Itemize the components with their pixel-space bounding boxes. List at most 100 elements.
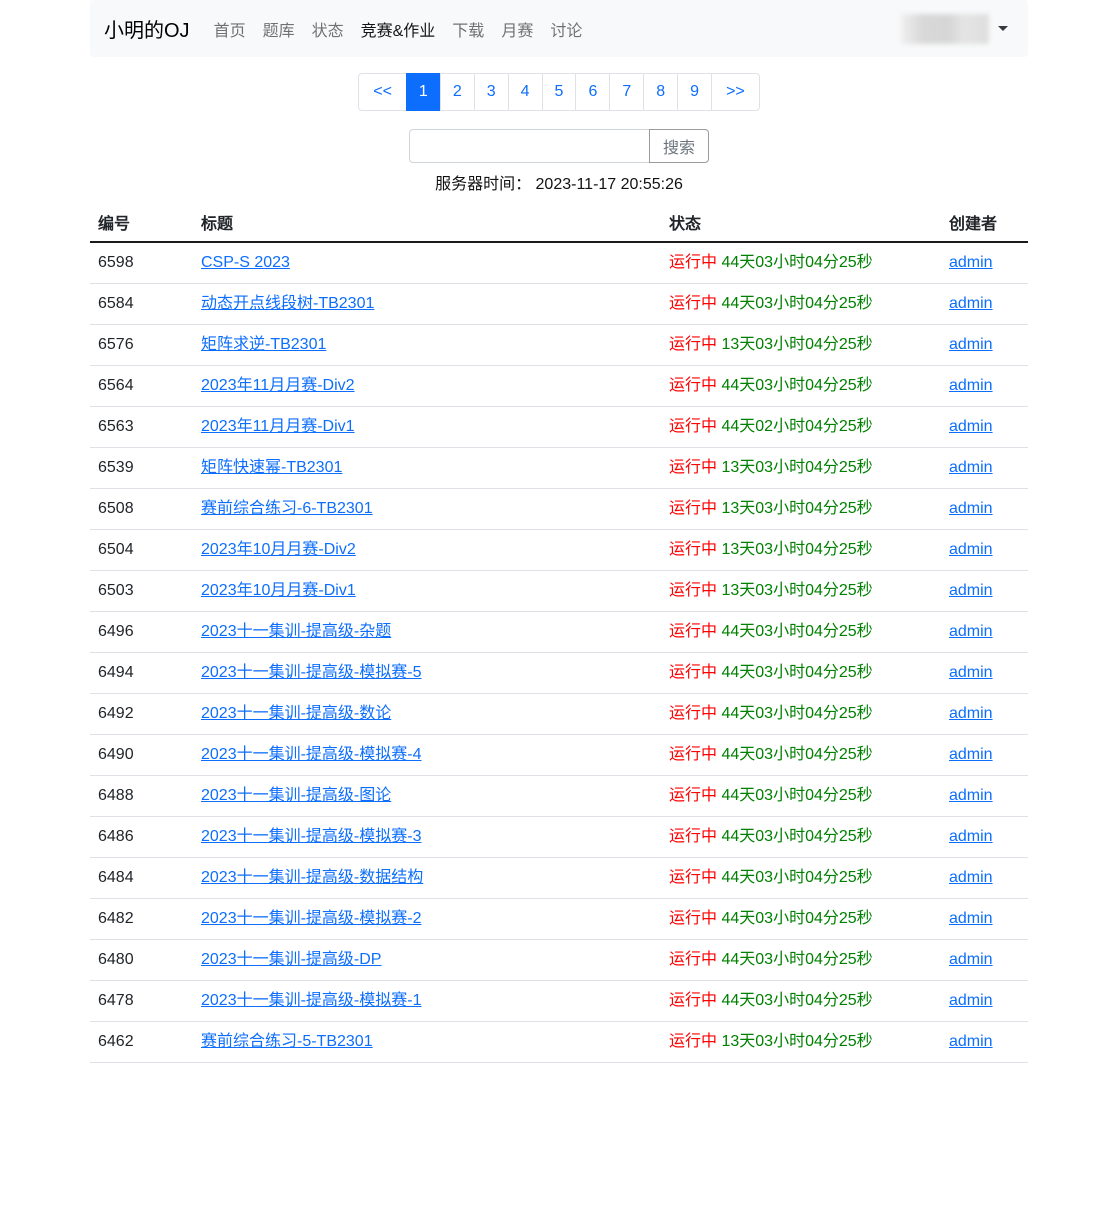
creator-cell: admin: [941, 283, 1028, 325]
contest-id: 6508: [90, 488, 193, 530]
contest-title-link[interactable]: 2023十一集训-提高级-数据结构: [201, 869, 424, 886]
contest-id: 6496: [90, 611, 193, 653]
creator-link[interactable]: admin: [949, 787, 993, 804]
creator-link[interactable]: admin: [949, 377, 993, 394]
contest-title-link[interactable]: 2023年10月月赛-Div1: [201, 582, 356, 599]
contest-title-link[interactable]: CSP-S 2023: [201, 254, 290, 271]
creator-link[interactable]: admin: [949, 459, 993, 476]
page-button[interactable]: 3: [473, 73, 509, 111]
status-text: 运行中: [669, 951, 718, 968]
creator-link[interactable]: admin: [949, 295, 993, 312]
contest-title-link[interactable]: 2023十一集训-提高级-模拟赛-5: [201, 664, 422, 681]
creator-link[interactable]: admin: [949, 418, 993, 435]
creator-link[interactable]: admin: [949, 541, 993, 558]
page-button[interactable]: 2: [439, 73, 475, 111]
page-button[interactable]: <<: [358, 73, 407, 111]
creator-link[interactable]: admin: [949, 623, 993, 640]
contest-title-link[interactable]: 2023十一集训-提高级-DP: [201, 951, 382, 968]
contest-title-link[interactable]: 2023十一集训-提高级-数论: [201, 705, 392, 722]
status-cell: 运行中 44天03小时04分25秒: [661, 857, 941, 899]
user-menu-toggle[interactable]: [901, 13, 1014, 44]
brand-link[interactable]: 小明的OJ: [104, 20, 190, 42]
contest-id: 6482: [90, 898, 193, 940]
status-cell: 运行中 44天03小时04分25秒: [661, 980, 941, 1022]
nav-item[interactable]: 状态: [311, 22, 344, 40]
contest-title-cell: 2023年11月月赛-Div2: [193, 365, 661, 407]
nav-item[interactable]: 月赛: [501, 22, 534, 40]
remaining-time: 13天03小时04分25秒: [721, 459, 873, 476]
page-button[interactable]: 4: [507, 73, 543, 111]
creator-cell: admin: [941, 980, 1028, 1022]
creator-cell: admin: [941, 693, 1028, 735]
page-button[interactable]: 8: [643, 73, 679, 111]
contest-id: 6503: [90, 570, 193, 612]
contest-title-link[interactable]: 2023年10月月赛-Div2: [201, 541, 356, 558]
contest-id: 6564: [90, 365, 193, 407]
creator-link[interactable]: admin: [949, 582, 993, 599]
contest-title-cell: 矩阵求逆-TB2301: [193, 324, 661, 366]
status-cell: 运行中 13天03小时04分25秒: [661, 488, 941, 530]
contest-title-link[interactable]: 2023十一集训-提高级-模拟赛-3: [201, 828, 422, 845]
table-row: 6584 动态开点线段树-TB2301 运行中 44天03小时04分25秒 ad…: [90, 283, 1028, 325]
creator-link[interactable]: admin: [949, 336, 993, 353]
creator-link[interactable]: admin: [949, 705, 993, 722]
creator-cell: admin: [941, 816, 1028, 858]
remaining-time: 13天03小时04分25秒: [721, 500, 873, 517]
creator-link[interactable]: admin: [949, 992, 993, 1009]
contest-title-link[interactable]: 2023十一集训-提高级-图论: [201, 787, 392, 804]
contest-id: 6490: [90, 734, 193, 776]
table-row: 6486 2023十一集训-提高级-模拟赛-3 运行中 44天03小时04分25…: [90, 816, 1028, 858]
contest-title-link[interactable]: 2023年11月月赛-Div2: [201, 377, 355, 394]
remaining-time: 44天03小时04分25秒: [721, 992, 873, 1009]
page-button[interactable]: 9: [677, 73, 713, 111]
creator-link[interactable]: admin: [949, 746, 993, 763]
status-cell: 运行中 13天03小时04分25秒: [661, 324, 941, 366]
nav-item[interactable]: 题库: [262, 22, 295, 40]
col-header-creator: 创建者: [941, 209, 1028, 243]
contest-title-link[interactable]: 赛前综合练习-5-TB2301: [201, 1033, 373, 1050]
search-button[interactable]: 搜索: [648, 129, 709, 163]
contest-title-link[interactable]: 2023十一集训-提高级-模拟赛-4: [201, 746, 422, 763]
contest-title-link[interactable]: 2023十一集训-提高级-杂题: [201, 623, 392, 640]
contest-id: 6494: [90, 652, 193, 694]
creator-link[interactable]: admin: [949, 664, 993, 681]
page-button[interactable]: 1: [405, 73, 441, 111]
contest-title-link[interactable]: 赛前综合练习-6-TB2301: [201, 500, 373, 517]
contest-title-link[interactable]: 矩阵快速幂-TB2301: [201, 459, 343, 476]
page-button[interactable]: >>: [711, 73, 760, 111]
nav-item[interactable]: 讨论: [550, 22, 583, 40]
creator-link[interactable]: admin: [949, 869, 993, 886]
creator-cell: admin: [941, 939, 1028, 981]
table-row: 6492 2023十一集训-提高级-数论 运行中 44天03小时04分25秒 a…: [90, 693, 1028, 735]
status-text: 运行中: [669, 541, 718, 558]
creator-link[interactable]: admin: [949, 1033, 993, 1050]
remaining-time: 13天03小时04分25秒: [721, 582, 873, 599]
contest-id: 6584: [90, 283, 193, 325]
creator-link[interactable]: admin: [949, 951, 993, 968]
table-row: 6598 CSP-S 2023 运行中 44天03小时04分25秒 admin: [90, 242, 1028, 284]
status-text: 运行中: [669, 459, 718, 476]
contest-id: 6492: [90, 693, 193, 735]
contest-title-link[interactable]: 矩阵求逆-TB2301: [201, 336, 327, 353]
page-button[interactable]: 5: [541, 73, 577, 111]
username-blurred: [901, 13, 989, 44]
contest-title-cell: 2023十一集训-提高级-模拟赛-1: [193, 980, 661, 1022]
creator-link[interactable]: admin: [949, 828, 993, 845]
nav-item[interactable]: 首页: [213, 22, 246, 40]
creator-link[interactable]: admin: [949, 254, 993, 271]
table-row: 6563 2023年11月月赛-Div1 运行中 44天02小时04分25秒 a…: [90, 406, 1028, 448]
nav-item[interactable]: 竞赛&作业: [360, 22, 436, 40]
search-input[interactable]: [408, 129, 649, 163]
contest-title-link[interactable]: 2023十一集训-提高级-模拟赛-1: [201, 992, 422, 1009]
contest-title-link[interactable]: 2023十一集训-提高级-模拟赛-2: [201, 910, 422, 927]
nav-item[interactable]: 下载: [452, 22, 485, 40]
contest-title-link[interactable]: 动态开点线段树-TB2301: [201, 295, 375, 312]
creator-link[interactable]: admin: [949, 910, 993, 927]
page-button[interactable]: 6: [575, 73, 611, 111]
server-time-value: 2023-11-17 20:55:26: [535, 176, 683, 193]
creator-link[interactable]: admin: [949, 500, 993, 517]
remaining-time: 44天03小时04分25秒: [721, 254, 873, 271]
table-row: 6480 2023十一集训-提高级-DP 运行中 44天03小时04分25秒 a…: [90, 939, 1028, 981]
page-button[interactable]: 7: [609, 73, 645, 111]
contest-title-link[interactable]: 2023年11月月赛-Div1: [201, 418, 355, 435]
